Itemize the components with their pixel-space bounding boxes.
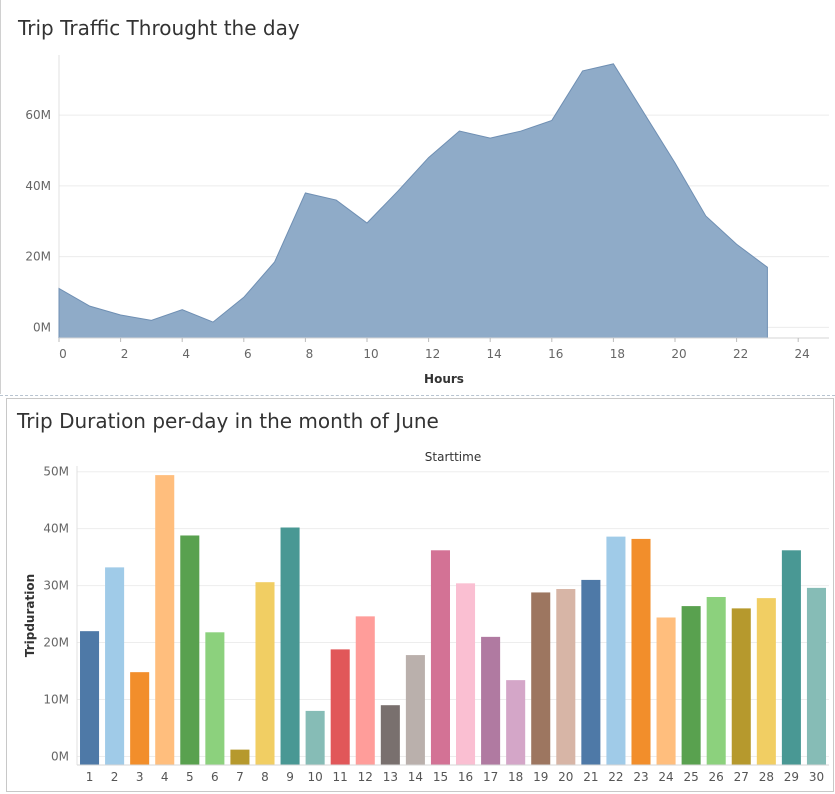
x-tick-label: 19	[533, 770, 548, 784]
bar-day-21	[581, 579, 601, 765]
y-tick-label: 20M	[25, 250, 51, 264]
x-tick-label: 9	[286, 770, 294, 784]
x-axis-title: Hours	[424, 372, 464, 386]
x-tick-label: 30	[809, 770, 824, 784]
bar-day-14	[405, 655, 425, 765]
bar-day-23	[631, 538, 651, 765]
x-tick-label: 24	[658, 770, 673, 784]
x-tick-label: 6	[244, 347, 252, 361]
bar-day-10	[305, 710, 325, 765]
x-tick-label: 25	[683, 770, 698, 784]
bar-day-26	[706, 596, 726, 765]
x-tick-label: 4	[161, 770, 169, 784]
x-tick-label: 12	[425, 347, 440, 361]
x-tick-label: 6	[211, 770, 219, 784]
x-tick-label: 26	[709, 770, 724, 784]
bar-day-9	[280, 527, 300, 765]
x-tick-label: 13	[383, 770, 398, 784]
x-tick-label: 2	[111, 770, 119, 784]
column-header: Starttime	[425, 450, 481, 464]
bar-day-6	[205, 632, 225, 765]
x-tick-label: 10	[307, 770, 322, 784]
bar-day-3	[130, 672, 150, 765]
bar-day-18	[506, 680, 526, 765]
bar-day-8	[255, 582, 275, 765]
x-tick-label: 2	[121, 347, 129, 361]
bar-day-19	[531, 592, 551, 765]
y-tick-label: 0M	[51, 749, 69, 763]
x-tick-label: 14	[408, 770, 423, 784]
bar-day-27	[731, 608, 751, 765]
bar-day-4	[155, 475, 175, 765]
y-tick-label: 30M	[43, 579, 69, 593]
duration-chart-panel: Starttime 0M 10M 20M 30M 40M 50M Tripduration 1 2…	[6, 398, 834, 792]
x-tick-label: 10	[363, 347, 378, 361]
x-tick-label: 22	[733, 347, 748, 361]
y-tick-label: 40M	[25, 179, 51, 193]
x-tick-label: 29	[784, 770, 799, 784]
x-tick-label: 20	[671, 347, 686, 361]
x-tick-label: 8	[261, 770, 269, 784]
x-tick-label: 18	[610, 347, 625, 361]
bar-day-1	[80, 631, 100, 765]
y-tick-label: 20M	[43, 636, 69, 650]
bar-day-25	[681, 606, 701, 765]
y-axis-title: Tripduration	[23, 574, 37, 657]
traffic-chart-panel: Trip Traffic Throught the day 0M 20M 40M 60…	[0, 0, 835, 394]
x-tick-label: 14	[487, 347, 502, 361]
traffic-chart-title: Trip Traffic Throught the day	[18, 16, 300, 40]
duration-chart-title: Trip Duration per-day in the month of Ju…	[17, 409, 439, 433]
y-tick-label: 60M	[25, 108, 51, 122]
x-tick-label: 11	[333, 770, 348, 784]
bar-day-5	[180, 535, 200, 765]
x-tick-label: 18	[508, 770, 523, 784]
x-tick-label: 0	[59, 347, 67, 361]
y-tick-label: 0M	[33, 320, 51, 334]
bar-day-16	[456, 583, 476, 765]
bar-day-11	[330, 649, 350, 765]
x-tick-label: 15	[433, 770, 448, 784]
x-tick-label: 7	[236, 770, 244, 784]
x-tick-label: 8	[306, 347, 314, 361]
x-tick-label: 16	[458, 770, 473, 784]
y-tick-label: 10M	[43, 693, 69, 707]
x-tick-label: 22	[608, 770, 623, 784]
bar-day-29	[781, 550, 801, 765]
x-tick-label: 27	[734, 770, 749, 784]
bar-day-17	[481, 636, 501, 765]
bar-day-12	[355, 616, 375, 765]
bar-day-30	[806, 587, 826, 765]
y-tick-label: 50M	[43, 465, 69, 479]
panel-divider	[0, 395, 835, 396]
bar-day-24	[656, 617, 676, 765]
x-tick-label: 16	[548, 347, 563, 361]
bar-day-13	[380, 705, 400, 765]
x-tick-label: 24	[795, 347, 810, 361]
x-tick-label: 28	[759, 770, 774, 784]
bar-day-15	[430, 550, 450, 765]
x-tick-label: 3	[136, 770, 144, 784]
bar-day-2	[105, 567, 125, 765]
x-tick-label: 23	[633, 770, 648, 784]
x-tick-label: 4	[182, 347, 190, 361]
y-tick-label: 40M	[43, 522, 69, 536]
x-tick-label: 21	[583, 770, 598, 784]
x-tick-label: 17	[483, 770, 498, 784]
bar-day-7	[230, 749, 250, 765]
bar-day-20	[556, 589, 576, 765]
x-tick-label: 1	[86, 770, 94, 784]
bar-day-22	[606, 536, 626, 765]
x-tick-label: 5	[186, 770, 194, 784]
bar-day-28	[756, 598, 776, 765]
traffic-area	[58, 63, 768, 339]
x-tick-label: 12	[358, 770, 373, 784]
x-tick-label: 20	[558, 770, 573, 784]
